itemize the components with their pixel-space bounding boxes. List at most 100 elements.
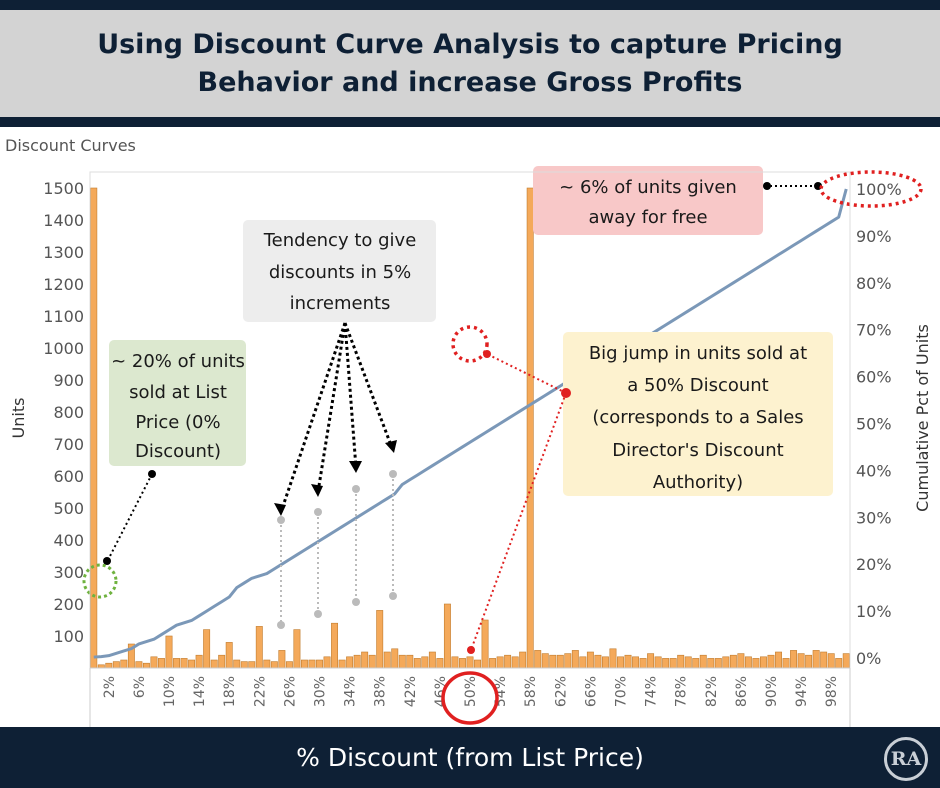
- bar-28pct: [300, 659, 308, 669]
- increments-guide-dot-4b: [389, 592, 397, 600]
- bar-26pct: [285, 661, 293, 669]
- y-tick-900: 900: [53, 371, 84, 390]
- bar-9pct: [158, 658, 165, 669]
- bar-4pct: [120, 659, 128, 669]
- bar-51pct: [474, 659, 481, 669]
- x-tick-90pct: 90%: [764, 676, 780, 707]
- x-tick-10pct: 10%: [162, 676, 178, 707]
- x-tick-6pct: 6%: [132, 676, 148, 698]
- header-title-panel: Using Discount Curve Analysis to capture…: [0, 10, 940, 117]
- annotation-free-line1: ~ 6% of units given: [559, 177, 737, 198]
- bar-32pct: [331, 622, 339, 669]
- x-tick-46pct: 46%: [433, 676, 449, 707]
- annotation-list-price-line1: ~ 20% of units: [111, 351, 245, 372]
- increments-arrow-1: [279, 322, 347, 513]
- bar-33pct: [338, 659, 346, 669]
- bar-42pct: [406, 654, 414, 669]
- bar-98pct: [827, 653, 835, 669]
- bar-84pct: [722, 656, 730, 669]
- y2-tick-50pct: 50%: [856, 415, 892, 434]
- annotation-list-price-dot2: [103, 557, 111, 565]
- bar-56pct: [511, 656, 519, 669]
- header-bar: Using Discount Curve Analysis to capture…: [0, 0, 940, 127]
- bar-76pct: [662, 658, 670, 669]
- bar-72pct: [632, 656, 640, 669]
- bar-12pct: [180, 658, 188, 669]
- y-tick-1400: 1400: [43, 211, 84, 230]
- bar-15pct: [203, 629, 211, 669]
- bar-57pct: [519, 651, 527, 669]
- annotation-jump-leader-curve: [486, 353, 567, 394]
- annotation-free-line2: away for free: [588, 207, 707, 228]
- increments-arrow-3: [343, 322, 358, 469]
- annotation-increments-line2: discounts in 5%: [269, 262, 411, 283]
- bar-81pct: [699, 654, 707, 669]
- annotation-jump-bar-dot: [467, 646, 475, 654]
- y-tick-300: 300: [53, 563, 84, 582]
- curve-layer: [93, 188, 848, 659]
- bar-69pct: [609, 648, 617, 669]
- y-tick-1200: 1200: [43, 275, 84, 294]
- bar-30pct: [316, 659, 323, 669]
- bar-88pct: [752, 658, 760, 669]
- bar-46pct: [436, 658, 444, 669]
- bar-94pct: [797, 653, 805, 669]
- y2-tick-80pct: 80%: [856, 274, 892, 293]
- x-tick-30pct: 30%: [313, 676, 329, 707]
- sheet-title: Discount Curves: [5, 136, 136, 155]
- y-tick-500: 500: [53, 499, 84, 518]
- bar-58pct: [526, 187, 534, 669]
- bar-59pct: [534, 650, 542, 669]
- bar-29pct: [308, 659, 316, 669]
- y-tick-800: 800: [53, 403, 84, 422]
- bar-65pct: [579, 656, 587, 669]
- annotation-jump-box: [563, 332, 833, 496]
- x-tick-82pct: 82%: [704, 676, 720, 707]
- bar-38pct: [376, 610, 384, 669]
- bar-77pct: [669, 658, 677, 669]
- bar-99pct: [835, 658, 843, 669]
- x-tick-22pct: 22%: [252, 676, 268, 707]
- y-tick-400: 400: [53, 531, 84, 550]
- bar-18pct: [225, 642, 233, 669]
- y-axis-title: Units: [9, 398, 28, 439]
- annotation-list-price-box: [109, 340, 246, 466]
- bar-64pct: [571, 650, 579, 669]
- increments-arrow-2: [316, 322, 347, 493]
- bar-2pct: [105, 662, 113, 669]
- y-tick-1300: 1300: [43, 243, 84, 262]
- bar-36pct: [361, 651, 369, 669]
- annotation-list-price-highlight: [82, 563, 118, 599]
- y-tick-100: 100: [53, 627, 84, 646]
- x-axis-labels: 2% 6% 10% 14% 18% 22% 26% 30% 34% 38% 42% 46% 50% 54%…: [102, 676, 840, 707]
- x-tick-50pct: 50%: [463, 676, 479, 707]
- annotation-jump-line3: (corresponds to a Sales: [592, 407, 803, 428]
- y-tick-700: 700: [53, 435, 84, 454]
- bar-73pct: [639, 658, 647, 669]
- y2-axis-title: Cumulative Pct of Units: [913, 324, 932, 512]
- bar-85pct: [729, 654, 737, 669]
- bar-6pct: [135, 661, 143, 669]
- bar-49pct: [459, 658, 466, 669]
- y-tick-1500: 1500: [43, 179, 84, 198]
- x-tick-14pct: 14%: [192, 676, 208, 707]
- bar-61pct: [549, 654, 557, 669]
- x-axis-title: % Discount (from List Price): [296, 743, 644, 772]
- bar-44pct: [421, 656, 429, 669]
- bar-87pct: [744, 656, 752, 669]
- footer-bar: % Discount (from List Price): [0, 727, 940, 788]
- increments-guide-dot-3a: [352, 485, 360, 493]
- bar-8pct: [150, 656, 158, 669]
- bar-53pct: [489, 658, 497, 669]
- x-tick-94pct: 94%: [794, 676, 810, 707]
- bar-66pct: [586, 651, 594, 669]
- bar-90pct: [767, 654, 775, 669]
- increments-arrowhead-1: [274, 503, 286, 516]
- bar-91pct: [775, 651, 782, 669]
- bar-40pct: [391, 648, 399, 669]
- bar-95pct: [805, 654, 813, 669]
- increments-guide-dot-2b: [314, 610, 322, 618]
- x-tick-34pct: 34%: [343, 676, 359, 707]
- increments-arrowhead-2: [311, 484, 323, 497]
- x-tick-98pct: 98%: [824, 676, 840, 707]
